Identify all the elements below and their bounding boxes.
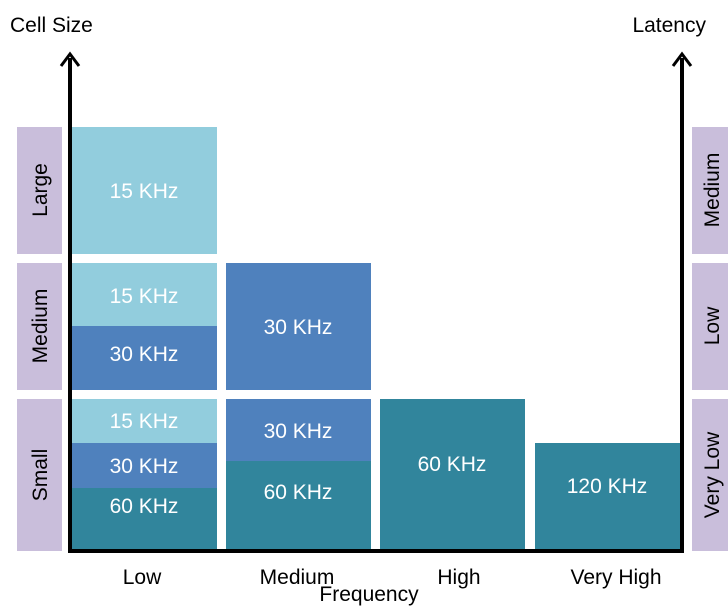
left-category-large: Large (17, 127, 62, 254)
block-label: 30 KHz (264, 420, 333, 443)
block-high-small-60khz: 60 KHz (380, 399, 525, 551)
left-category-label: Medium (29, 289, 52, 364)
block-low-medium-30khz: 30 KHz (72, 326, 217, 390)
block-low-small-60khz: 60 KHz (72, 488, 217, 551)
block-medium-small-30khz: 30 KHz (226, 399, 371, 461)
right-category-very-low: Very Low (692, 399, 728, 551)
block-label: 120 KHz (567, 475, 648, 498)
block-label: 15 KHz (110, 285, 179, 308)
frequency-label-very-high: Very High (570, 566, 661, 589)
left-category-medium: Medium (17, 263, 62, 390)
right-category-medium: Medium (692, 127, 728, 254)
left-axis (59, 51, 81, 552)
block-label: 60 KHz (110, 495, 179, 518)
left-category-label: Small (29, 449, 52, 502)
bottom-axis-title: Frequency (319, 583, 419, 606)
block-label: 30 KHz (110, 455, 179, 478)
right-category-low: Low (692, 263, 728, 390)
right-category-label: Very Low (701, 431, 724, 518)
block-label: 60 KHz (264, 481, 333, 504)
right-axis-title: Latency (632, 14, 706, 37)
right-category-label: Low (701, 306, 724, 345)
block-medium-medium-30khz: 30 KHz (226, 263, 371, 390)
left-category-small: Small (17, 399, 62, 551)
block-veryhigh-small-120khz: 120 KHz (535, 443, 680, 551)
block-medium-small-60khz: 60 KHz (226, 461, 371, 551)
block-low-small-15khz: 15 KHz (72, 399, 217, 443)
block-label: 30 KHz (264, 316, 333, 339)
frequency-label-low: Low (123, 566, 162, 589)
block-low-medium-15khz: 15 KHz (72, 263, 217, 326)
left-category-label: Large (29, 163, 52, 217)
block-label: 15 KHz (110, 180, 179, 203)
block-label: 15 KHz (110, 410, 179, 433)
block-low-large-15khz: 15 KHz (72, 127, 217, 254)
block-label: 60 KHz (418, 453, 487, 476)
left-axis-title: Cell Size (10, 14, 93, 37)
block-label: 30 KHz (110, 343, 179, 366)
frequency-label-medium: Medium (260, 566, 335, 589)
right-axis (671, 51, 693, 552)
right-category-label: Medium (701, 153, 724, 228)
block-low-small-30khz: 30 KHz (72, 443, 217, 488)
frequency-label-high: High (437, 566, 480, 589)
